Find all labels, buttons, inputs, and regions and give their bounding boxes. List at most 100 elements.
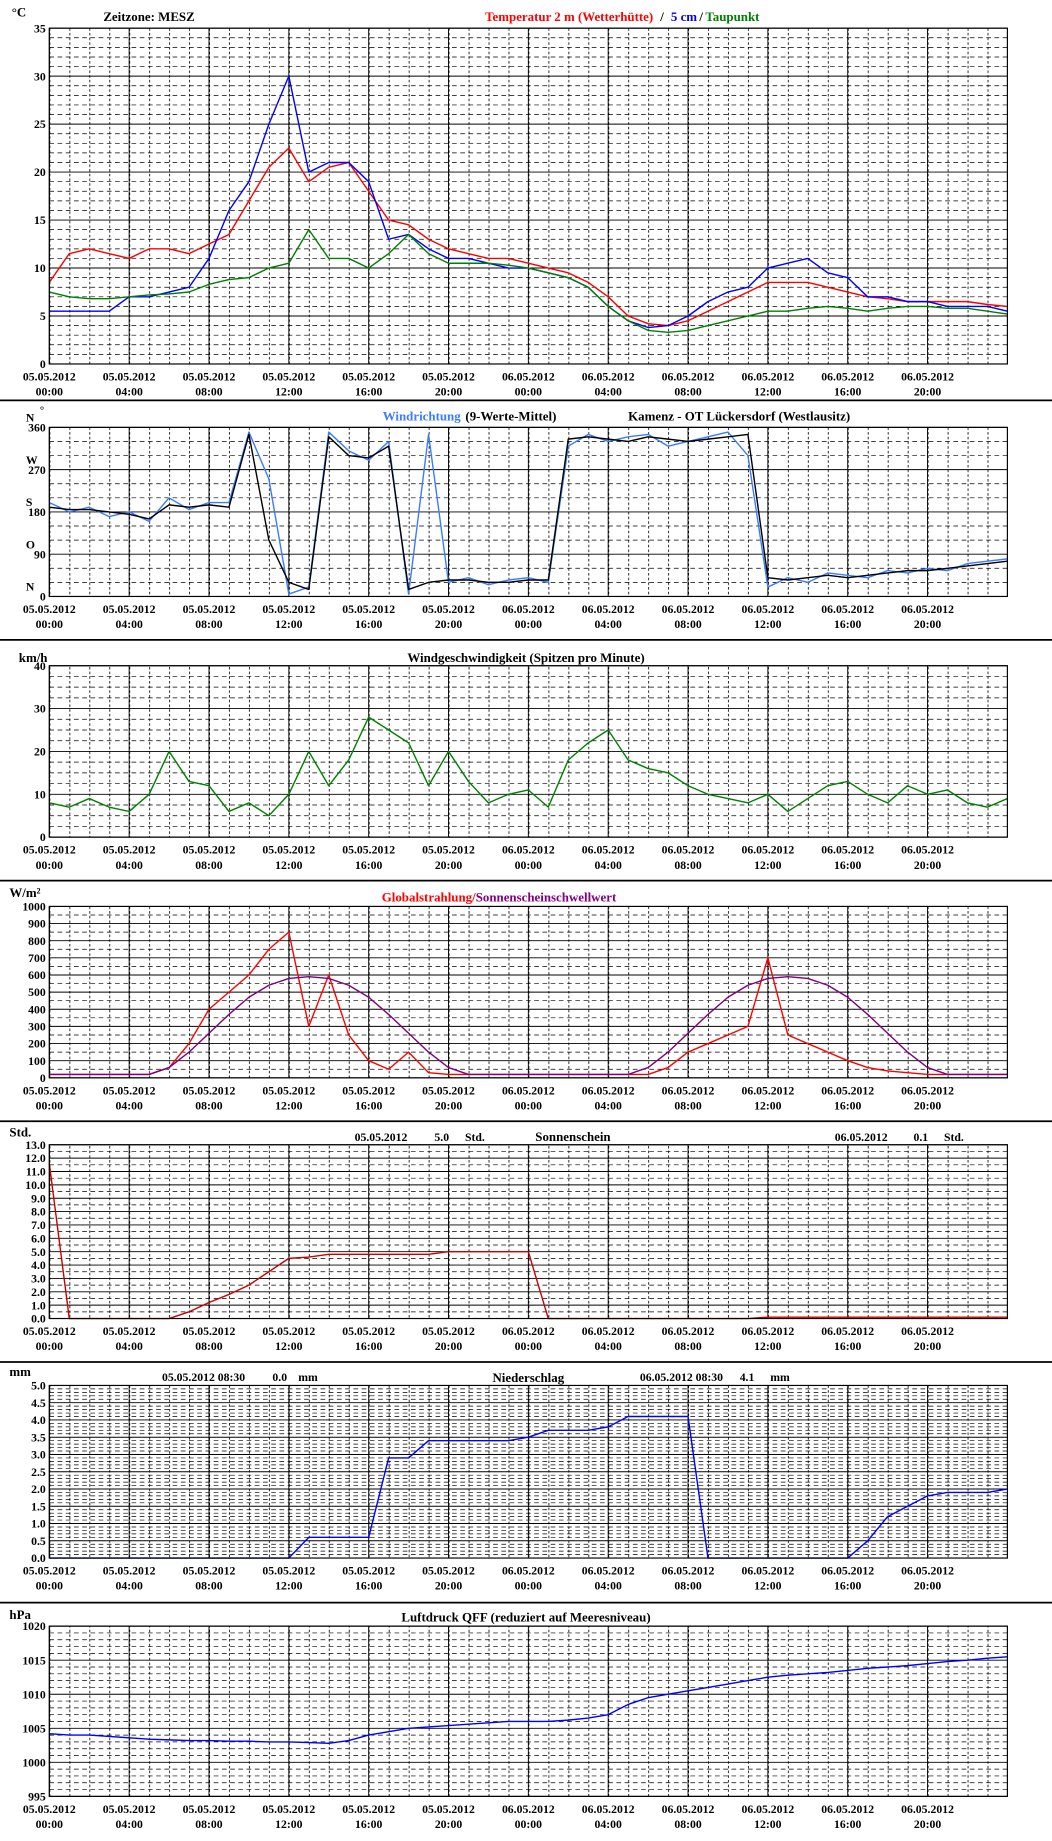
annotation: 4.1	[740, 1371, 755, 1384]
x-tick-label: 20:00	[435, 859, 463, 872]
x-tick-label: 20:00	[914, 386, 942, 399]
x-tick-label: 06.05.2012	[741, 370, 794, 383]
x-tick-label: 04:00	[594, 386, 622, 399]
y-tick-label: 13.0	[25, 1139, 46, 1152]
x-tick-label: 12:00	[275, 618, 303, 631]
x-tick-label: 05.05.2012	[262, 1084, 315, 1097]
y-tick-label: 500	[28, 986, 46, 999]
x-tick-label: 00:00	[36, 859, 64, 872]
x-tick-label: 12:00	[754, 1100, 782, 1113]
y-tick-label: 180	[28, 506, 46, 519]
x-tick-label: 04:00	[115, 859, 143, 872]
x-tick-label: 00:00	[36, 618, 64, 631]
x-tick-label: 12:00	[275, 1340, 303, 1353]
x-tick-label: 06.05.2012	[582, 844, 635, 857]
data-line	[49, 433, 1008, 591]
x-tick-label: 05.05.2012	[422, 1084, 475, 1097]
x-tick-label: 06.05.2012	[662, 844, 715, 857]
x-tick-label: 08:00	[195, 1340, 223, 1353]
y-tick-label: 3.5	[31, 1431, 46, 1444]
x-tick-label: 12:00	[754, 618, 782, 631]
x-tick-label: 16:00	[355, 1340, 383, 1353]
x-tick-label: 06.05.2012	[741, 1564, 794, 1577]
y-tick-label: 1000	[22, 901, 46, 914]
x-tick-label: 05.05.2012	[342, 1325, 395, 1338]
x-tick-label: 05.05.2012	[342, 1564, 395, 1577]
x-tick-label: 08:00	[195, 1580, 223, 1593]
legend: Globalstrahlung/Sonnenscheinschwellwert	[382, 890, 617, 905]
y-tick-label: 5.0	[31, 1380, 46, 1393]
x-tick-label: 00:00	[515, 859, 543, 872]
x-tick-label: 06.05.2012	[741, 603, 794, 616]
x-tick-label: 16:00	[355, 1580, 383, 1593]
x-tick-label: 06.05.2012	[502, 1084, 555, 1097]
x-tick-label: 12:00	[275, 1818, 303, 1831]
y-unit: Std.	[9, 1125, 31, 1140]
annotation: Std.	[944, 1131, 964, 1144]
y-tick-label: 800	[28, 935, 46, 948]
x-tick-label: 05.05.2012	[23, 603, 76, 616]
x-tick-label: 16:00	[834, 1580, 862, 1593]
x-tick-label: 05.05.2012	[23, 1084, 76, 1097]
y-tick-label: 2.5	[31, 1466, 46, 1479]
annotation: mm	[298, 1371, 318, 1384]
x-tick-label: 05.05.2012	[103, 1803, 156, 1816]
x-tick-label: 05.05.2012	[103, 1564, 156, 1577]
x-tick-label: 05.05.2012	[422, 1325, 475, 1338]
annotation: 5.0	[434, 1131, 449, 1144]
y-tick-label: 4.5	[31, 1397, 46, 1410]
x-tick-label: 05.05.2012	[342, 603, 395, 616]
x-tick-label: 05.05.2012	[422, 603, 475, 616]
x-tick-label: 08:00	[674, 1340, 702, 1353]
annotation: Std.	[465, 1131, 485, 1144]
y-tick-label: 1000	[22, 1756, 46, 1769]
x-tick-label: 05.05.2012	[342, 1084, 395, 1097]
x-tick-label: 12:00	[754, 1580, 782, 1593]
y-tick-label: 10.0	[25, 1179, 46, 1192]
plot-frame	[48, 1625, 1008, 1797]
x-tick-label: 05.05.2012	[183, 370, 236, 383]
y-tick-label: 25	[34, 118, 46, 131]
x-tick-label: 06.05.2012	[582, 1325, 635, 1338]
plot-frame	[48, 905, 1008, 1079]
x-tick-label: 04:00	[115, 1340, 143, 1353]
x-tick-label: 06.05.2012	[502, 1803, 555, 1816]
x-tick-label: 06.05.2012	[901, 1084, 954, 1097]
plot-frame	[48, 665, 1008, 838]
y-tick-label: 1010	[22, 1688, 46, 1701]
plot-frame	[48, 1144, 1008, 1320]
chart-title: Luftdruck QFF (reduziert auf Meeresnivea…	[401, 1609, 650, 1624]
x-tick-label: 06.05.2012	[821, 844, 874, 857]
annotation: mm	[770, 1371, 790, 1384]
x-tick-label: 08:00	[674, 859, 702, 872]
x-tick-label: 20:00	[914, 1100, 942, 1113]
x-tick-label: 20:00	[435, 1100, 463, 1113]
y-tick-label: 1.5	[31, 1500, 46, 1513]
x-tick-label: 16:00	[834, 1340, 862, 1353]
x-tick-label: 06.05.2012	[502, 603, 555, 616]
x-tick-label: 00:00	[515, 1340, 543, 1353]
y-tick-label: 20	[34, 166, 46, 179]
y-tick-label: 270	[28, 464, 46, 477]
y-tick-label: 12.0	[25, 1152, 46, 1165]
y-tick-label: 7.0	[31, 1219, 46, 1232]
x-tick-label: 06.05.2012	[662, 370, 715, 383]
y-tick-label: 8.0	[31, 1206, 46, 1219]
legend: Windrichtung (9-Werte-Mittel)	[383, 408, 557, 423]
legend-entry: 5 cm	[671, 9, 697, 24]
direction-label: O	[26, 538, 35, 551]
x-tick-label: 04:00	[115, 618, 143, 631]
y-tick-label: 0.0	[31, 1552, 46, 1565]
x-tick-label: 05.05.2012	[342, 370, 395, 383]
data-line	[48, 1163, 1008, 1320]
annotation: 06.05.2012 08:30	[640, 1371, 723, 1384]
y-tick-label: 300	[28, 1021, 46, 1034]
x-tick-label: 06.05.2012	[821, 1325, 874, 1338]
y-tick-label: 15	[34, 214, 46, 227]
y-unit: km/h	[19, 650, 48, 665]
y-tick-label: 6.0	[31, 1232, 46, 1245]
y-tick-label: 3.0	[31, 1273, 46, 1286]
direction-label: N	[26, 412, 35, 425]
x-tick-label: 06.05.2012	[901, 1325, 954, 1338]
